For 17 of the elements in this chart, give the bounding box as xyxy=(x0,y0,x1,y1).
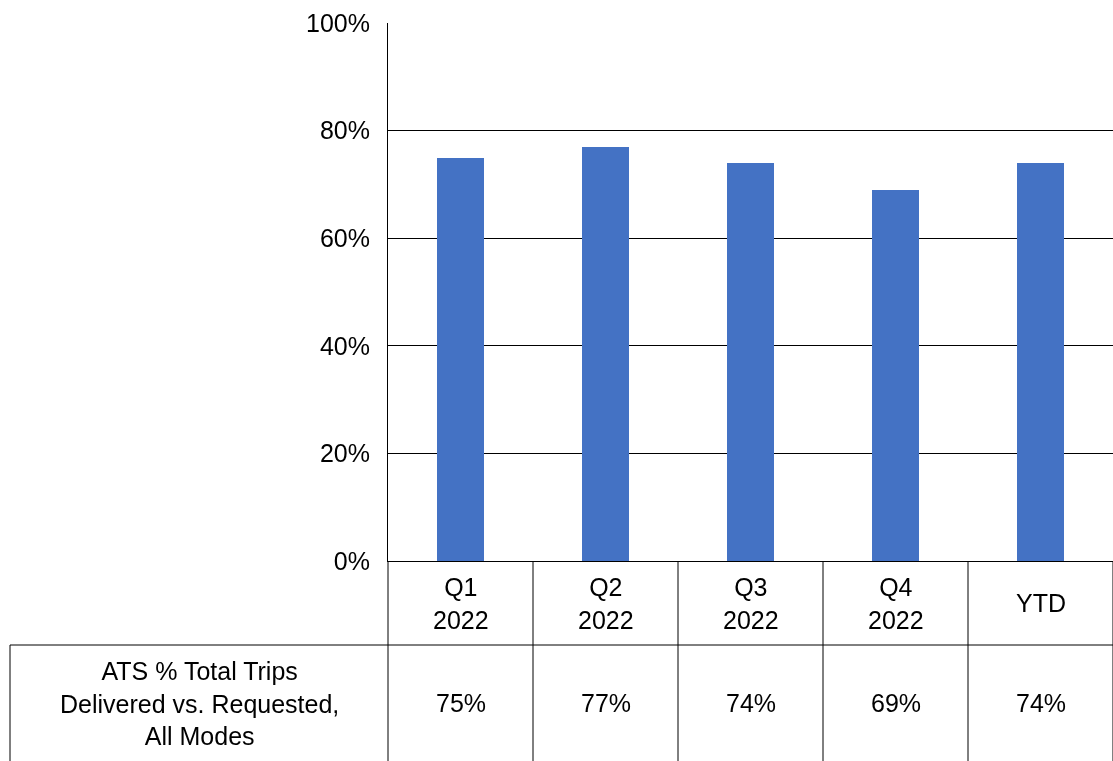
data-label: 74% xyxy=(1016,689,1067,717)
x-tick-label: Q4 2022 xyxy=(868,573,924,634)
y-tick-label: 0% xyxy=(333,546,370,575)
y-tick-label: 20% xyxy=(319,439,370,468)
text: ATS % Total Trips Delivered vs. Requested, All Modes xyxy=(60,657,340,750)
data-label: 75% xyxy=(436,689,487,717)
y-tick-label: 60% xyxy=(319,223,370,252)
x-tick-label: YTD xyxy=(1016,589,1066,617)
y-tick-label: 40% xyxy=(319,331,370,360)
x-tick-label: Q3 2022 xyxy=(723,573,779,634)
y-tick-label: 80% xyxy=(319,116,370,145)
x-tick-label: Q1 2022 xyxy=(433,573,489,634)
x-tick-label: Q2 2022 xyxy=(578,573,634,634)
data-label: 69% xyxy=(871,689,922,717)
data-label: 77% xyxy=(581,689,632,717)
data-label: 74% xyxy=(726,689,777,717)
y-tick-label: 100% xyxy=(306,8,370,37)
